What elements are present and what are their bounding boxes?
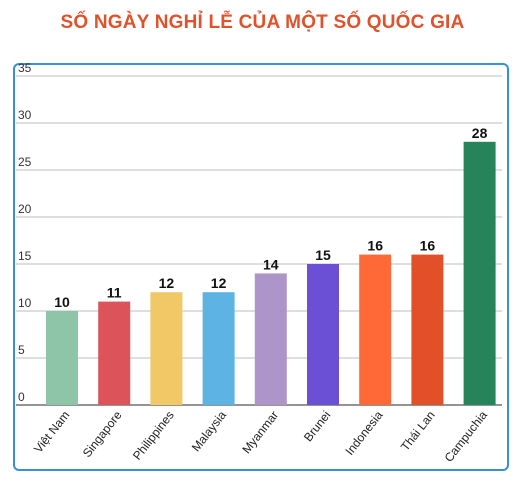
x-tick-label: Myanmar: [239, 408, 281, 456]
y-tick-label: 5: [18, 343, 25, 357]
x-tick-label: Thái Lan: [398, 408, 438, 453]
bar: [202, 292, 235, 405]
x-tick-label: Campuchia: [442, 408, 491, 465]
chart-frame: [13, 63, 509, 471]
bar: [359, 254, 392, 405]
data-label: 28: [472, 125, 488, 141]
x-tick-label: Việt Nam: [31, 408, 72, 455]
data-label: 16: [420, 238, 436, 254]
y-tick-label: 0: [18, 390, 25, 404]
data-label: 15: [315, 247, 331, 263]
x-tick-label: Philippines: [130, 408, 177, 462]
bar: [307, 264, 339, 405]
x-tick-label: Brunei: [301, 408, 333, 444]
bar: [411, 254, 444, 405]
data-label: 14: [263, 256, 279, 272]
data-label: 16: [367, 238, 383, 254]
y-axis-ticks: 0 5 10 15 20 25 30 35: [18, 61, 32, 404]
bars: [46, 141, 496, 406]
y-tick-label: 15: [18, 249, 32, 263]
data-labels: 10 11 12 12 14 15 16 16 28: [54, 125, 487, 310]
y-tick-label: 35: [18, 61, 32, 75]
chart-title: SỐ NGÀY NGHỈ LỄ CỦA MỘT SỐ QUỐC GIA: [60, 12, 465, 33]
bar: [98, 301, 131, 405]
bar: [463, 141, 496, 406]
y-tick-label: 10: [18, 296, 32, 310]
x-tick-label: Indonesia: [342, 408, 385, 458]
data-label: 11: [107, 285, 122, 301]
bar: [46, 311, 78, 405]
data-label: 10: [54, 294, 70, 310]
data-label: 12: [211, 275, 227, 291]
y-tick-label: 30: [18, 108, 32, 122]
data-label: 12: [159, 275, 175, 291]
x-tick-label: Malaysia: [189, 408, 229, 454]
x-axis-labels: Việt Nam Singapore Philippines Malaysia Myan…: [31, 408, 490, 465]
bar: [150, 292, 183, 405]
y-tick-label: 25: [18, 155, 32, 169]
x-tick-label: Singapore: [80, 408, 125, 460]
bar: [254, 273, 287, 405]
y-tick-label: 20: [18, 202, 32, 216]
